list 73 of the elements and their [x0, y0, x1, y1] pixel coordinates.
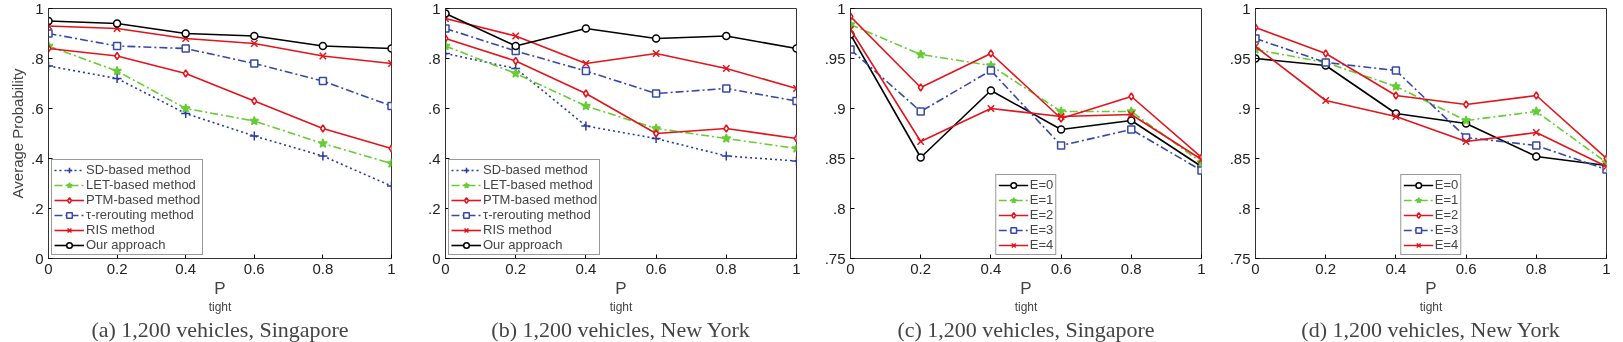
x-tick-label: 0.6: [645, 259, 667, 277]
x-tick-label: 0.4: [1385, 259, 1407, 277]
x-tick-label: 0.6: [243, 259, 265, 277]
x-tick-label: 0.6: [1455, 259, 1477, 277]
legend-label: Our approach: [86, 237, 166, 252]
x-tick-label: 1: [1602, 259, 1611, 277]
legend-label: E=2: [1434, 207, 1459, 222]
legend-label: E=3: [1029, 222, 1054, 237]
legend-label: LET-based method: [483, 177, 593, 192]
x-tick-label: 0.4: [175, 259, 197, 277]
y-tick-label: .75: [824, 249, 846, 267]
y-axis-title: Average Probability: [8, 68, 26, 199]
x-tick-label: 1: [1197, 259, 1206, 277]
legend-label: E=1: [1434, 192, 1459, 207]
y-tick-label: .2: [427, 199, 441, 217]
x-tick-label: 1: [792, 259, 801, 277]
legend-label: Our approach: [483, 237, 563, 252]
y-tick-label: .95: [1229, 49, 1251, 67]
y-tick-label: .9: [832, 99, 846, 117]
x-tick-label: 0.4: [575, 259, 597, 277]
y-tick-label: 1: [837, 0, 846, 17]
text: (a) 1,200 vehicles, Singapore: [91, 316, 349, 342]
y-tick-label: .95: [824, 49, 846, 67]
x-tick-label: 0.2: [910, 259, 932, 277]
legend-label: τ-rerouting method: [483, 207, 591, 222]
legend-label: RIS method: [483, 222, 552, 237]
y-tick-label: .6: [30, 99, 44, 117]
y-tick-label: .85: [824, 149, 846, 167]
y-tick-label: .4: [30, 149, 44, 167]
text: (b) 1,200 vehicles, New York: [491, 316, 750, 342]
y-tick-label: .8: [1237, 199, 1251, 217]
text: (c) 1,200 vehicles, Singapore: [897, 316, 1155, 342]
y-tick-label: 1: [1242, 0, 1251, 17]
x-tick-label: 0.8: [1525, 259, 1547, 277]
legend-label: E=4: [1434, 237, 1459, 252]
x-tick-label: 0.6: [1050, 259, 1072, 277]
x-axis-title: Ptight: [609, 278, 634, 314]
legend-label: E=4: [1029, 237, 1054, 252]
x-tick-label: 0.4: [980, 259, 1002, 277]
legend-label: LET-based method: [86, 177, 196, 192]
y-tick-label: .2: [30, 199, 44, 217]
legend-label: SD-based method: [483, 162, 588, 177]
legend-label: E=3: [1434, 222, 1459, 237]
legend-label: E=2: [1029, 207, 1054, 222]
legend-label: SD-based method: [86, 162, 191, 177]
y-tick-label: .6: [427, 99, 441, 117]
y-tick-label: 1: [35, 0, 44, 17]
x-axis-title: Ptight: [1419, 278, 1444, 314]
legend-label: RIS method: [86, 222, 155, 237]
y-tick-label: .8: [427, 49, 441, 67]
y-tick-label: .8: [832, 199, 846, 217]
legend-label: E=0: [1434, 177, 1459, 192]
x-tick-label: 0.8: [715, 259, 737, 277]
x-axis-title: Ptight: [1014, 278, 1039, 314]
y-tick-label: .8: [30, 49, 44, 67]
x-tick-label: 0.2: [1315, 259, 1337, 277]
legend-label: E=1: [1029, 192, 1054, 207]
y-tick-label: .4: [427, 149, 441, 167]
text: (d) 1,200 vehicles, New York: [1301, 316, 1560, 342]
y-tick-label: .9: [1237, 99, 1251, 117]
legend-label: PTM-based method: [483, 192, 598, 207]
x-axis-title: Ptight: [208, 278, 233, 314]
x-tick-label: 0.2: [106, 259, 128, 277]
y-tick-label: .75: [1229, 249, 1251, 267]
x-tick-label: 1: [387, 259, 396, 277]
x-tick-label: 0.2: [505, 259, 527, 277]
x-tick-label: 0.8: [312, 259, 334, 277]
y-tick-label: .85: [1229, 149, 1251, 167]
y-tick-label: 1: [432, 0, 441, 17]
legend-label: PTM-based method: [86, 192, 201, 207]
x-tick-label: 0.8: [1120, 259, 1142, 277]
legend-label: τ-rerouting method: [86, 207, 194, 222]
legend-label: E=0: [1029, 177, 1054, 192]
